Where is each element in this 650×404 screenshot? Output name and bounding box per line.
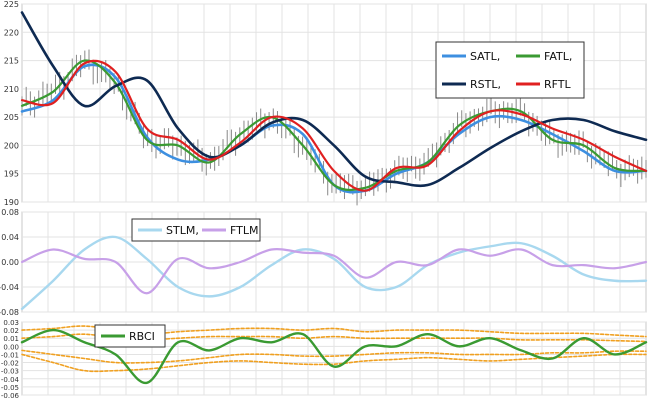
- y-tick-label: -0.04: [1, 376, 20, 384]
- legend-label: SATL,: [470, 50, 500, 63]
- legend-label: STLM,: [166, 224, 199, 237]
- y-tick-label: 0.03: [3, 319, 19, 327]
- legend: SATL, FATL, RSTL, RFTL: [435, 41, 585, 99]
- series-line-rftl: [20, 59, 648, 192]
- series-line-stlm: [20, 235, 648, 311]
- legend-box: [435, 41, 585, 99]
- y-tick-label: -0.04: [0, 283, 19, 292]
- panel-3: -0.06-0.05-0.04-0.03-0.02-0.010.000.010.…: [1, 319, 648, 400]
- y-tick-label: 0.00: [1, 258, 19, 267]
- y-tick-label: 195: [4, 170, 19, 179]
- y-tick-label: 0.01: [3, 335, 19, 343]
- y-tick-label: 205: [4, 113, 19, 122]
- panel-1: 190 195 200 205 210 215 220 225 SATL, FATL, RSTL, R…: [4, 0, 648, 207]
- y-tick-label: -0.06: [1, 392, 20, 400]
- y-tick-label: 0.04: [1, 233, 19, 242]
- y-tick-label: -0.03: [1, 368, 19, 376]
- y-tick-label: 220: [4, 28, 19, 37]
- y-tick-label: 225: [4, 0, 19, 9]
- series-line-rbci: [20, 328, 648, 385]
- y-tick-label: -0.08: [0, 308, 19, 317]
- series-line-fatl: [20, 59, 648, 192]
- y-tick-label: 0.00: [3, 343, 19, 351]
- y-tick-label: -0.01: [1, 351, 19, 359]
- legend-label: RSTL,: [470, 78, 501, 91]
- legend: STLM, FTLM: [131, 218, 261, 242]
- legend-label: FTLM: [230, 224, 258, 237]
- legend: RBCI: [94, 324, 166, 348]
- series-line-ftlm: [20, 248, 648, 295]
- y-tick-label: 210: [4, 85, 19, 94]
- y-tick-label: 190: [4, 198, 19, 207]
- y-tick-label: 200: [4, 141, 19, 150]
- panel-2: -0.08 -0.04 0.00 0.04 0.08 STLM, FTLM: [0, 208, 648, 317]
- legend-box: [94, 324, 166, 348]
- series-line-rstl: [20, 11, 648, 188]
- y-tick-label: 0.02: [3, 327, 19, 335]
- legend-label: FATL,: [544, 50, 572, 63]
- legend-label: RBCI: [129, 330, 155, 343]
- y-tick-label: 215: [4, 57, 19, 66]
- legend-box: [131, 218, 261, 242]
- y-tick-label: -0.02: [1, 360, 19, 368]
- legend-label: RFTL: [544, 78, 571, 91]
- y-tick-label: 0.08: [1, 208, 19, 217]
- y-tick-label: -0.05: [1, 384, 19, 392]
